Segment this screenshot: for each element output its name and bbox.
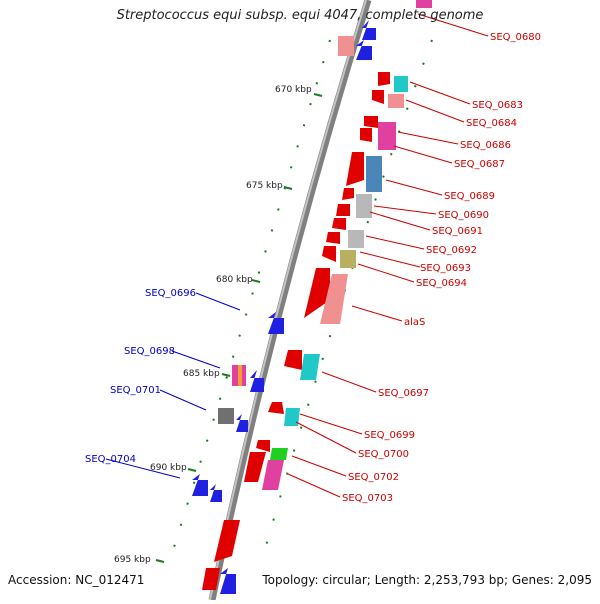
gene-label[interactable]: SEQ_0689 (444, 191, 495, 202)
gene-label[interactable]: SEQ_0690 (438, 210, 489, 221)
gene-arrow[interactable] (342, 188, 354, 200)
tick-label: 675 kbp (246, 181, 283, 191)
forward-strand-genes (202, 0, 432, 590)
gene-arrow[interactable] (340, 250, 356, 268)
gene-arrow[interactable] (322, 246, 336, 262)
gene-arrow[interactable] (378, 72, 390, 86)
gene-label[interactable]: SEQ_0686 (460, 140, 511, 151)
gene-label[interactable]: SEQ_0704 (85, 454, 136, 465)
gene-label[interactable]: alaS (404, 317, 425, 328)
tick-label: 690 kbp (150, 463, 187, 473)
inner-ruler-dots (261, 39, 433, 561)
gene-label[interactable]: SEQ_0703 (342, 493, 393, 504)
gene-label[interactable]: SEQ_0691 (432, 226, 483, 237)
gene-arrow[interactable] (372, 90, 384, 104)
topology-label: Topology: circular; Length: 2,253,793 bp… (262, 573, 592, 587)
gene-arrow[interactable] (262, 460, 284, 490)
forward-gene-labels: SEQ_0680 SEQ_0683 SEQ_0684 SEQ_0686 SEQ_… (342, 32, 541, 504)
gene-arrow[interactable] (360, 128, 372, 142)
accession-label: Accession: NC_012471 (8, 573, 145, 587)
gene-arrow[interactable] (304, 268, 330, 318)
tick-marks (155, 93, 323, 563)
gene-arrow[interactable] (336, 204, 350, 216)
forward-leader-lines (287, 13, 489, 498)
gene-arrow[interactable] (270, 448, 288, 460)
gene-arrow[interactable] (364, 116, 378, 128)
tick-label: 685 kbp (183, 369, 220, 379)
map-title: Streptococcus equi subsp. equi 4047, com… (116, 8, 484, 23)
gene-arrow[interactable] (416, 0, 432, 8)
gene-arrow[interactable] (256, 440, 270, 452)
gene-arrow[interactable] (356, 40, 372, 60)
gene-label[interactable]: SEQ_0692 (426, 245, 477, 256)
gene-arrow[interactable] (332, 218, 346, 230)
gene-arrow[interactable] (300, 354, 320, 380)
gene-arrow[interactable] (202, 568, 220, 590)
gene-label[interactable]: SEQ_0684 (466, 118, 517, 129)
gene-arrow[interactable] (338, 36, 354, 56)
gene-arrow[interactable] (284, 350, 302, 370)
gene-arrow[interactable] (268, 312, 284, 334)
tick-labels: 670 kbp 675 kbp 680 kbp 685 kbp 690 kbp … (114, 85, 312, 565)
gene-arrow[interactable] (250, 370, 264, 392)
tick-label: 680 kbp (216, 275, 253, 285)
reverse-leader-lines (105, 292, 241, 479)
gene-arrow[interactable] (236, 414, 248, 432)
gene-label[interactable]: SEQ_0702 (348, 472, 399, 483)
gene-arrow[interactable] (238, 365, 242, 386)
gene-arrow[interactable] (366, 156, 382, 192)
gene-label[interactable]: SEQ_0699 (364, 430, 415, 441)
gene-arrow[interactable] (394, 76, 408, 92)
tick-label: 670 kbp (275, 85, 312, 95)
gene-arrow[interactable] (210, 484, 222, 502)
gene-arrow[interactable] (220, 568, 236, 594)
gene-label[interactable]: SEQ_0697 (378, 388, 429, 399)
gene-arrow[interactable] (362, 20, 376, 40)
gene-arrow[interactable] (320, 274, 348, 324)
reverse-gene-labels: SEQ_0696 SEQ_0698 SEQ_0701 SEQ_0704 (85, 288, 196, 465)
gene-arrow[interactable] (378, 122, 396, 150)
gene-arrow[interactable] (214, 520, 240, 562)
gene-arrow[interactable] (244, 452, 266, 482)
gene-label[interactable]: SEQ_0680 (490, 32, 541, 43)
gene-arrow[interactable] (356, 194, 372, 218)
gene-arrow[interactable] (346, 152, 364, 186)
gene-label[interactable]: SEQ_0700 (358, 449, 409, 460)
tick-label: 695 kbp (114, 555, 151, 565)
gene-label[interactable]: SEQ_0683 (472, 100, 523, 111)
gene-label[interactable]: SEQ_0694 (416, 278, 467, 289)
gene-arrow[interactable] (218, 408, 234, 424)
gene-label[interactable]: SEQ_0693 (420, 263, 471, 274)
gene-arrow[interactable] (192, 474, 208, 496)
genome-backbone (208, 0, 372, 601)
gene-label[interactable]: SEQ_0698 (124, 346, 175, 357)
gene-arrow[interactable] (326, 232, 340, 244)
gene-arrow[interactable] (348, 230, 364, 248)
gene-arrow[interactable] (388, 94, 404, 108)
gene-label[interactable]: SEQ_0701 (110, 385, 161, 396)
gene-label[interactable]: SEQ_0696 (145, 288, 196, 299)
gene-arrow[interactable] (284, 408, 300, 426)
reverse-strand-genes (192, 20, 376, 594)
gene-label[interactable]: SEQ_0687 (454, 159, 505, 170)
gene-arrow[interactable] (268, 402, 284, 414)
